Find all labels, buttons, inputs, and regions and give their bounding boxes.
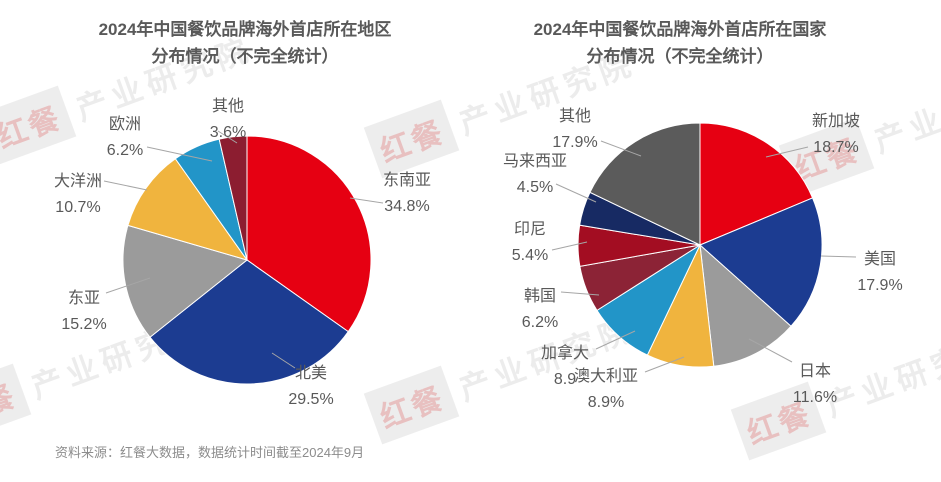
slice-label-australia: 澳大利亚 8.9%	[574, 364, 638, 416]
slice-label-name: 日本	[798, 363, 831, 380]
slice-label-value: 5.4%	[511, 247, 549, 264]
slice-label-south-korea: 韩国 6.2%	[522, 284, 558, 336]
slice-label-east-asia: 东亚 15.2%	[61, 286, 106, 338]
slice-label-value: 10.7%	[55, 199, 101, 216]
slice-label-value: 3.6%	[209, 124, 247, 141]
country-chart-title-line2: 分布情况（不完全统计）	[586, 47, 774, 66]
slice-label-north-america: 北美 29.5%	[288, 361, 333, 413]
slice-label-name: 美国	[863, 251, 896, 268]
pie-chart-country	[577, 122, 823, 368]
hongcan-logo-watermark: 红餐	[363, 99, 460, 179]
slice-label-name: 欧洲	[108, 116, 141, 133]
slice-label-name: 其他	[211, 98, 244, 115]
country-chart-title: 2024年中国餐饮品牌海外首店所在国家 分布情况（不完全统计）	[480, 16, 880, 70]
slice-label-usa: 美国 17.9%	[857, 247, 902, 299]
slice-label-value: 15.2%	[61, 316, 107, 333]
pie-slice-north-america	[149, 259, 349, 385]
pie-chart-region	[122, 135, 372, 385]
slice-label-oceania: 大洋洲 10.7%	[54, 169, 102, 221]
slice-label-name: 澳大利亚	[573, 368, 639, 385]
slice-label-name: 加拿大	[540, 345, 590, 362]
slice-label-canada: 加拿大 8.9	[541, 341, 589, 393]
region-chart-title-line2: 分布情况（不完全统计）	[151, 47, 339, 66]
slice-label-value: 18.7%	[813, 139, 859, 156]
slice-label-southeast-asia: 东南亚 34.8%	[383, 168, 431, 220]
slice-label-malaysia: 马来西亚 4.5%	[503, 149, 567, 201]
hongcan-logo-watermark: 红餐	[363, 365, 460, 445]
slice-label-name: 印尼	[513, 221, 546, 238]
slice-label-value: 34.8%	[384, 198, 430, 215]
slice-label-value: 29.5%	[288, 391, 334, 408]
slice-label-singapore: 新加坡 18.7%	[812, 109, 860, 161]
slice-label-value: 6.2%	[106, 142, 144, 159]
slice-label-name: 新加坡	[811, 113, 861, 130]
slice-label-name: 大洋洲	[53, 173, 103, 190]
slice-label-value: 11.6%	[792, 389, 838, 406]
pie-slice-singapore	[699, 122, 814, 246]
slice-label-name: 韩国	[523, 288, 556, 305]
region-chart-title: 2024年中国餐饮品牌海外首店所在地区 分布情况（不完全统计）	[25, 16, 465, 70]
hongcan-logo-watermark: 红餐	[0, 363, 32, 443]
slice-label-name: 马来西亚	[502, 153, 568, 170]
slice-label-indonesia: 印尼 5.4%	[512, 217, 548, 269]
slice-label-name: 东南亚	[382, 172, 432, 189]
slice-label-other-region: 其他 3.6%	[210, 94, 246, 146]
source-note: 资料来源：红餐大数据，数据统计时间截至2024年9月	[55, 445, 365, 460]
slice-label-europe: 欧洲 6.2%	[107, 112, 143, 164]
slice-label-other-country: 其他 17.9%	[552, 104, 597, 156]
pie-slice-usa	[699, 197, 823, 327]
slice-label-japan: 日本 11.6%	[793, 359, 837, 411]
slice-label-value: 8.9	[553, 371, 577, 388]
slice-label-name: 北美	[294, 365, 327, 382]
hongcan-logo-watermark: 红餐	[0, 85, 77, 165]
country-chart-title-line1: 2024年中国餐饮品牌海外首店所在国家	[533, 20, 827, 39]
slice-label-value: 17.9%	[857, 277, 903, 294]
slice-label-name: 其他	[558, 108, 591, 125]
slice-label-name: 东亚	[67, 290, 100, 307]
watermark-text: 产业研究院	[869, 62, 941, 159]
slice-label-value: 4.5%	[516, 179, 554, 196]
slice-label-value: 17.9%	[552, 134, 598, 151]
region-chart-title-line1: 2024年中国餐饮品牌海外首店所在地区	[98, 20, 392, 39]
slice-label-value: 6.2%	[521, 314, 559, 331]
slice-label-value: 8.9%	[587, 394, 625, 411]
